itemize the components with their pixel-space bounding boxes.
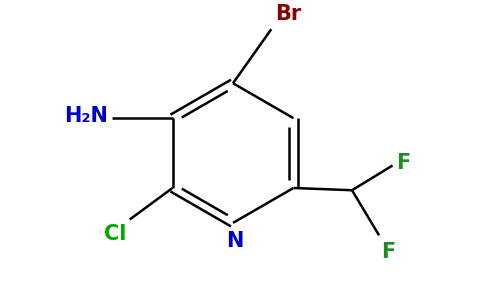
Text: N: N [227,231,244,251]
Text: Br: Br [275,4,301,24]
Text: H₂N: H₂N [64,106,108,126]
Text: Cl: Cl [104,224,126,244]
Text: F: F [396,153,410,173]
Text: F: F [381,242,395,262]
